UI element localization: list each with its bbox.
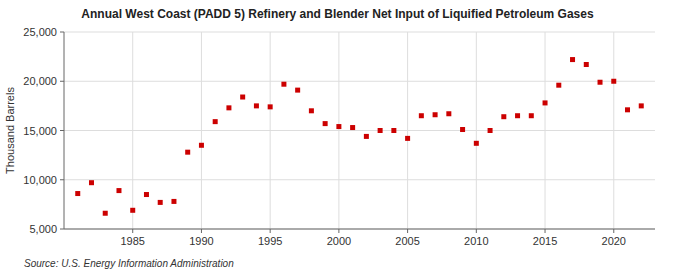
x-tick-label: 2010 bbox=[464, 235, 488, 247]
point bbox=[446, 111, 451, 116]
x-tick bbox=[545, 229, 546, 233]
x-grid-line bbox=[338, 32, 339, 229]
y-tick-label: 20,000 bbox=[23, 75, 57, 87]
point bbox=[460, 127, 465, 132]
point bbox=[158, 200, 163, 205]
point bbox=[309, 108, 314, 113]
y-tick bbox=[60, 81, 64, 82]
x-grid-line bbox=[407, 32, 408, 229]
source-note: Source: U.S. Energy Information Administ… bbox=[24, 258, 234, 269]
x-tick bbox=[132, 229, 133, 233]
point bbox=[543, 100, 548, 105]
point bbox=[611, 79, 616, 84]
point bbox=[488, 128, 493, 133]
y-grid-line bbox=[64, 130, 655, 131]
x-grid-line bbox=[545, 32, 546, 229]
x-tick-label: 1985 bbox=[120, 235, 144, 247]
point bbox=[405, 136, 410, 141]
y-tick bbox=[60, 130, 64, 131]
y-tick-label: 15,000 bbox=[23, 125, 57, 137]
y-grid-line bbox=[64, 179, 655, 180]
point bbox=[89, 180, 94, 185]
point bbox=[556, 83, 561, 88]
point bbox=[364, 134, 369, 139]
y-tick-label: 25,000 bbox=[23, 26, 57, 38]
point bbox=[584, 62, 589, 67]
x-tick bbox=[407, 229, 408, 233]
x-tick-label: 1990 bbox=[189, 235, 213, 247]
x-tick-label: 2015 bbox=[533, 235, 557, 247]
y-tick bbox=[60, 229, 64, 230]
point bbox=[529, 113, 534, 118]
point bbox=[639, 103, 644, 108]
point bbox=[501, 114, 506, 119]
point bbox=[116, 188, 121, 193]
y-grid-line bbox=[64, 229, 655, 230]
point bbox=[598, 80, 603, 85]
x-tick-label: 2005 bbox=[395, 235, 419, 247]
x-tick-label: 2000 bbox=[327, 235, 351, 247]
point bbox=[171, 199, 176, 204]
point bbox=[281, 82, 286, 87]
point bbox=[570, 57, 575, 62]
point bbox=[391, 128, 396, 133]
point bbox=[336, 124, 341, 129]
point bbox=[130, 208, 135, 213]
point bbox=[103, 211, 108, 216]
points bbox=[75, 57, 644, 216]
y-tick bbox=[60, 179, 64, 180]
x-grid-line bbox=[613, 32, 614, 229]
y-tick-label: 5,000 bbox=[29, 223, 57, 235]
point bbox=[240, 95, 245, 100]
y-tick bbox=[60, 32, 64, 33]
x-grid-line bbox=[476, 32, 477, 229]
x-axis-line bbox=[64, 229, 655, 230]
point bbox=[350, 125, 355, 130]
point bbox=[185, 150, 190, 155]
chart-container: Annual West Coast (PADD 5) Refinery and … bbox=[0, 0, 675, 275]
x-tick bbox=[613, 229, 614, 233]
x-tick-label: 1995 bbox=[258, 235, 282, 247]
y-grid-line bbox=[64, 81, 655, 82]
point bbox=[625, 107, 630, 112]
chart: Annual West Coast (PADD 5) Refinery and … bbox=[0, 0, 675, 275]
x-grid-line bbox=[201, 32, 202, 229]
x-tick bbox=[270, 229, 271, 233]
point bbox=[474, 141, 479, 146]
point bbox=[515, 113, 520, 118]
point bbox=[144, 192, 149, 197]
point bbox=[433, 112, 438, 117]
point bbox=[75, 191, 80, 196]
point bbox=[226, 105, 231, 110]
point bbox=[268, 104, 273, 109]
x-tick bbox=[201, 229, 202, 233]
x-tick bbox=[476, 229, 477, 233]
y-grid-line bbox=[64, 32, 655, 33]
x-tick bbox=[338, 229, 339, 233]
point bbox=[199, 143, 204, 148]
point bbox=[323, 121, 328, 126]
point bbox=[254, 103, 259, 108]
point bbox=[419, 113, 424, 118]
x-grid-line bbox=[270, 32, 271, 229]
grid bbox=[64, 32, 655, 229]
title: Annual West Coast (PADD 5) Refinery and … bbox=[81, 7, 594, 21]
y-tick-label: 10,000 bbox=[23, 174, 57, 186]
point bbox=[378, 128, 383, 133]
y-axis-label: Thousand Barrels bbox=[4, 87, 16, 174]
x-tick-label: 2020 bbox=[602, 235, 626, 247]
x-grid-line bbox=[132, 32, 133, 229]
point bbox=[213, 119, 218, 124]
point bbox=[295, 88, 300, 93]
